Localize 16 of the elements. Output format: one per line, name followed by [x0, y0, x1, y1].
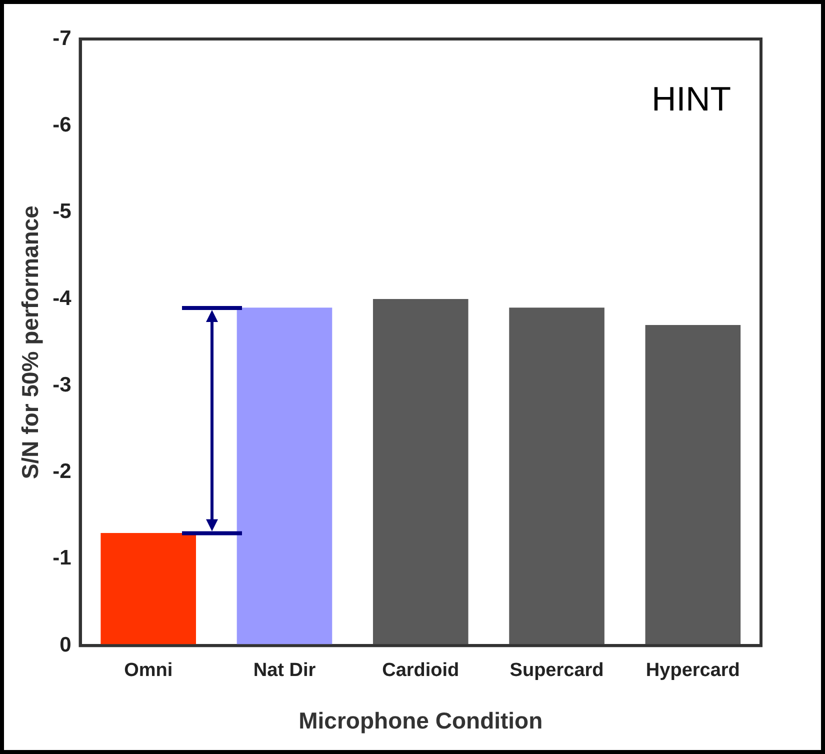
y-tick-label: -5 [52, 200, 72, 224]
x-tick-label: Hypercard [646, 660, 740, 682]
x-axis-title: Microphone Condition [298, 708, 543, 734]
y-tick-label: -7 [52, 26, 72, 50]
y-tick-label: -3 [52, 373, 72, 396]
y-tick-label: -4 [52, 286, 72, 310]
y-tick-label: -2 [52, 460, 72, 484]
x-tick-label: Omni [124, 660, 173, 682]
y-tick-label: -6 [52, 113, 72, 136]
x-tick-label: Cardioid [382, 660, 460, 682]
y-tick-label: 0 [60, 633, 72, 656]
x-tick-label: Nat Dir [253, 660, 316, 682]
x-tick-label: Supercard [510, 660, 604, 682]
annotation: HINT [652, 80, 731, 118]
y-axis-title: S/N for 50% performance [17, 206, 44, 480]
y-tick-label: -1 [52, 546, 72, 570]
